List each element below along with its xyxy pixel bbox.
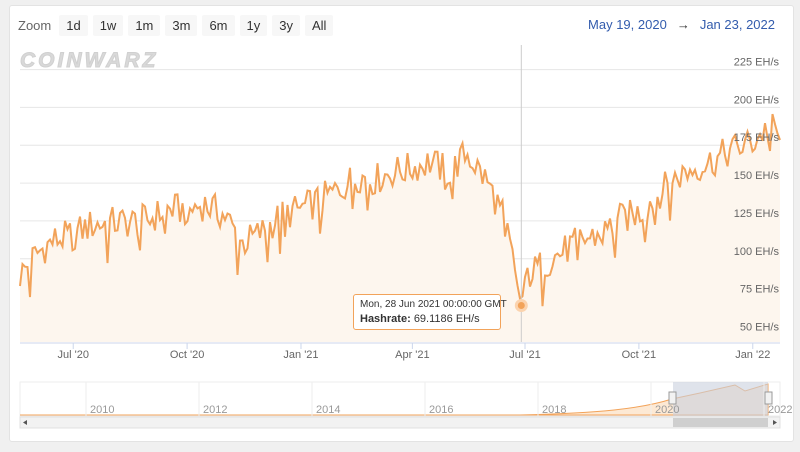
zoom-1y-button[interactable]: 1y (239, 14, 268, 36)
x-tick-label: Oct '21 (622, 349, 657, 361)
y-tick-label: 75 EH/s (740, 284, 780, 296)
scroll-right-icon (773, 420, 777, 425)
navigator: 2010 2012 2014 2016 2018 2020 2022 (19, 381, 792, 429)
navigator-year-label: 2020 (655, 404, 679, 416)
tooltip-hashrate: 69.1186 EH/s (413, 313, 480, 325)
x-axis: Jul '20 Oct '20 Jan '21 Apr '21 Jul '21 Oct '… (20, 342, 780, 361)
navigator-year-label: 2016 (429, 404, 453, 416)
scrollbar-thumb (673, 418, 768, 427)
navigator-year-label: 2018 (542, 404, 566, 416)
y-tick-label: 50 EH/s (740, 321, 780, 333)
zoom-3y-button[interactable]: 3y (272, 14, 300, 36)
zoom-1w-button[interactable]: 1w (92, 14, 124, 36)
x-tick-label: Oct '20 (170, 349, 205, 361)
y-tick-label: 100 EH/s (734, 246, 780, 258)
navigator-background (19, 381, 781, 417)
x-tick-label: Jul '21 (509, 349, 540, 361)
hover-point (514, 298, 528, 312)
y-tick-label: 150 EH/s (734, 170, 780, 182)
navigator-selection (673, 382, 768, 416)
scroll-left-icon (23, 420, 27, 425)
navigator-year-label: 2012 (203, 404, 227, 416)
coinwarz-logo: COINWARZ (19, 49, 159, 73)
x-tick-label: Apr '21 (395, 349, 430, 361)
scrollbar-track (19, 416, 781, 429)
tooltip-value: Hashrate: 69.1186 EH/s (360, 313, 494, 325)
y-axis: 50 EH/s 75 EH/s 100 EH/s 125 EH/s 150 EH/s 17… (734, 57, 780, 334)
hashrate-area (20, 114, 780, 342)
zoom-1m-button[interactable]: 1m (128, 14, 161, 36)
zoom-6m-button[interactable]: 6m (202, 14, 235, 36)
zoom-3m-button[interactable]: 3m (165, 14, 198, 36)
zoom-toolbar: Zoom 1d 1w 1m 3m 6m 1y 3y All (18, 14, 338, 36)
range-to-input[interactable]: Jan 23, 2022 (699, 17, 775, 32)
zoom-all-button[interactable]: All (304, 14, 334, 36)
navigator-year-label: 2022 (768, 404, 792, 416)
range-arrow-icon: → (676, 17, 690, 32)
zoom-1d-button[interactable]: 1d (59, 14, 88, 36)
hashrate-line (19, 113, 781, 307)
tooltip-label: Hashrate: (360, 313, 411, 325)
navigator-left-handle (668, 391, 677, 405)
tooltip-date: Mon, 28 Jun 2021 00:00:00 GMT (360, 299, 507, 310)
navigator-year-label: 2010 (90, 404, 114, 416)
navigator-year-label: 2014 (316, 404, 340, 416)
y-tick-label: 200 EH/s (734, 94, 780, 106)
date-range: May 19, 2020 → Jan 23, 2022 (588, 17, 775, 32)
x-tick-label: Jul '20 (57, 349, 88, 361)
y-tick-label: 125 EH/s (734, 208, 780, 220)
zoom-label: Zoom (18, 17, 52, 33)
navigator-right-handle (764, 391, 773, 405)
tooltip: Mon, 28 Jun 2021 00:00:00 GMT Hashrate: … (353, 294, 507, 330)
x-tick-label: Jan '22 (735, 349, 770, 361)
y-tick-label: 225 EH/s (734, 57, 780, 69)
range-from-input[interactable]: May 19, 2020 (588, 17, 667, 32)
x-tick-label: Jan '21 (283, 349, 318, 361)
y-tick-label: 175 EH/s (734, 132, 780, 144)
